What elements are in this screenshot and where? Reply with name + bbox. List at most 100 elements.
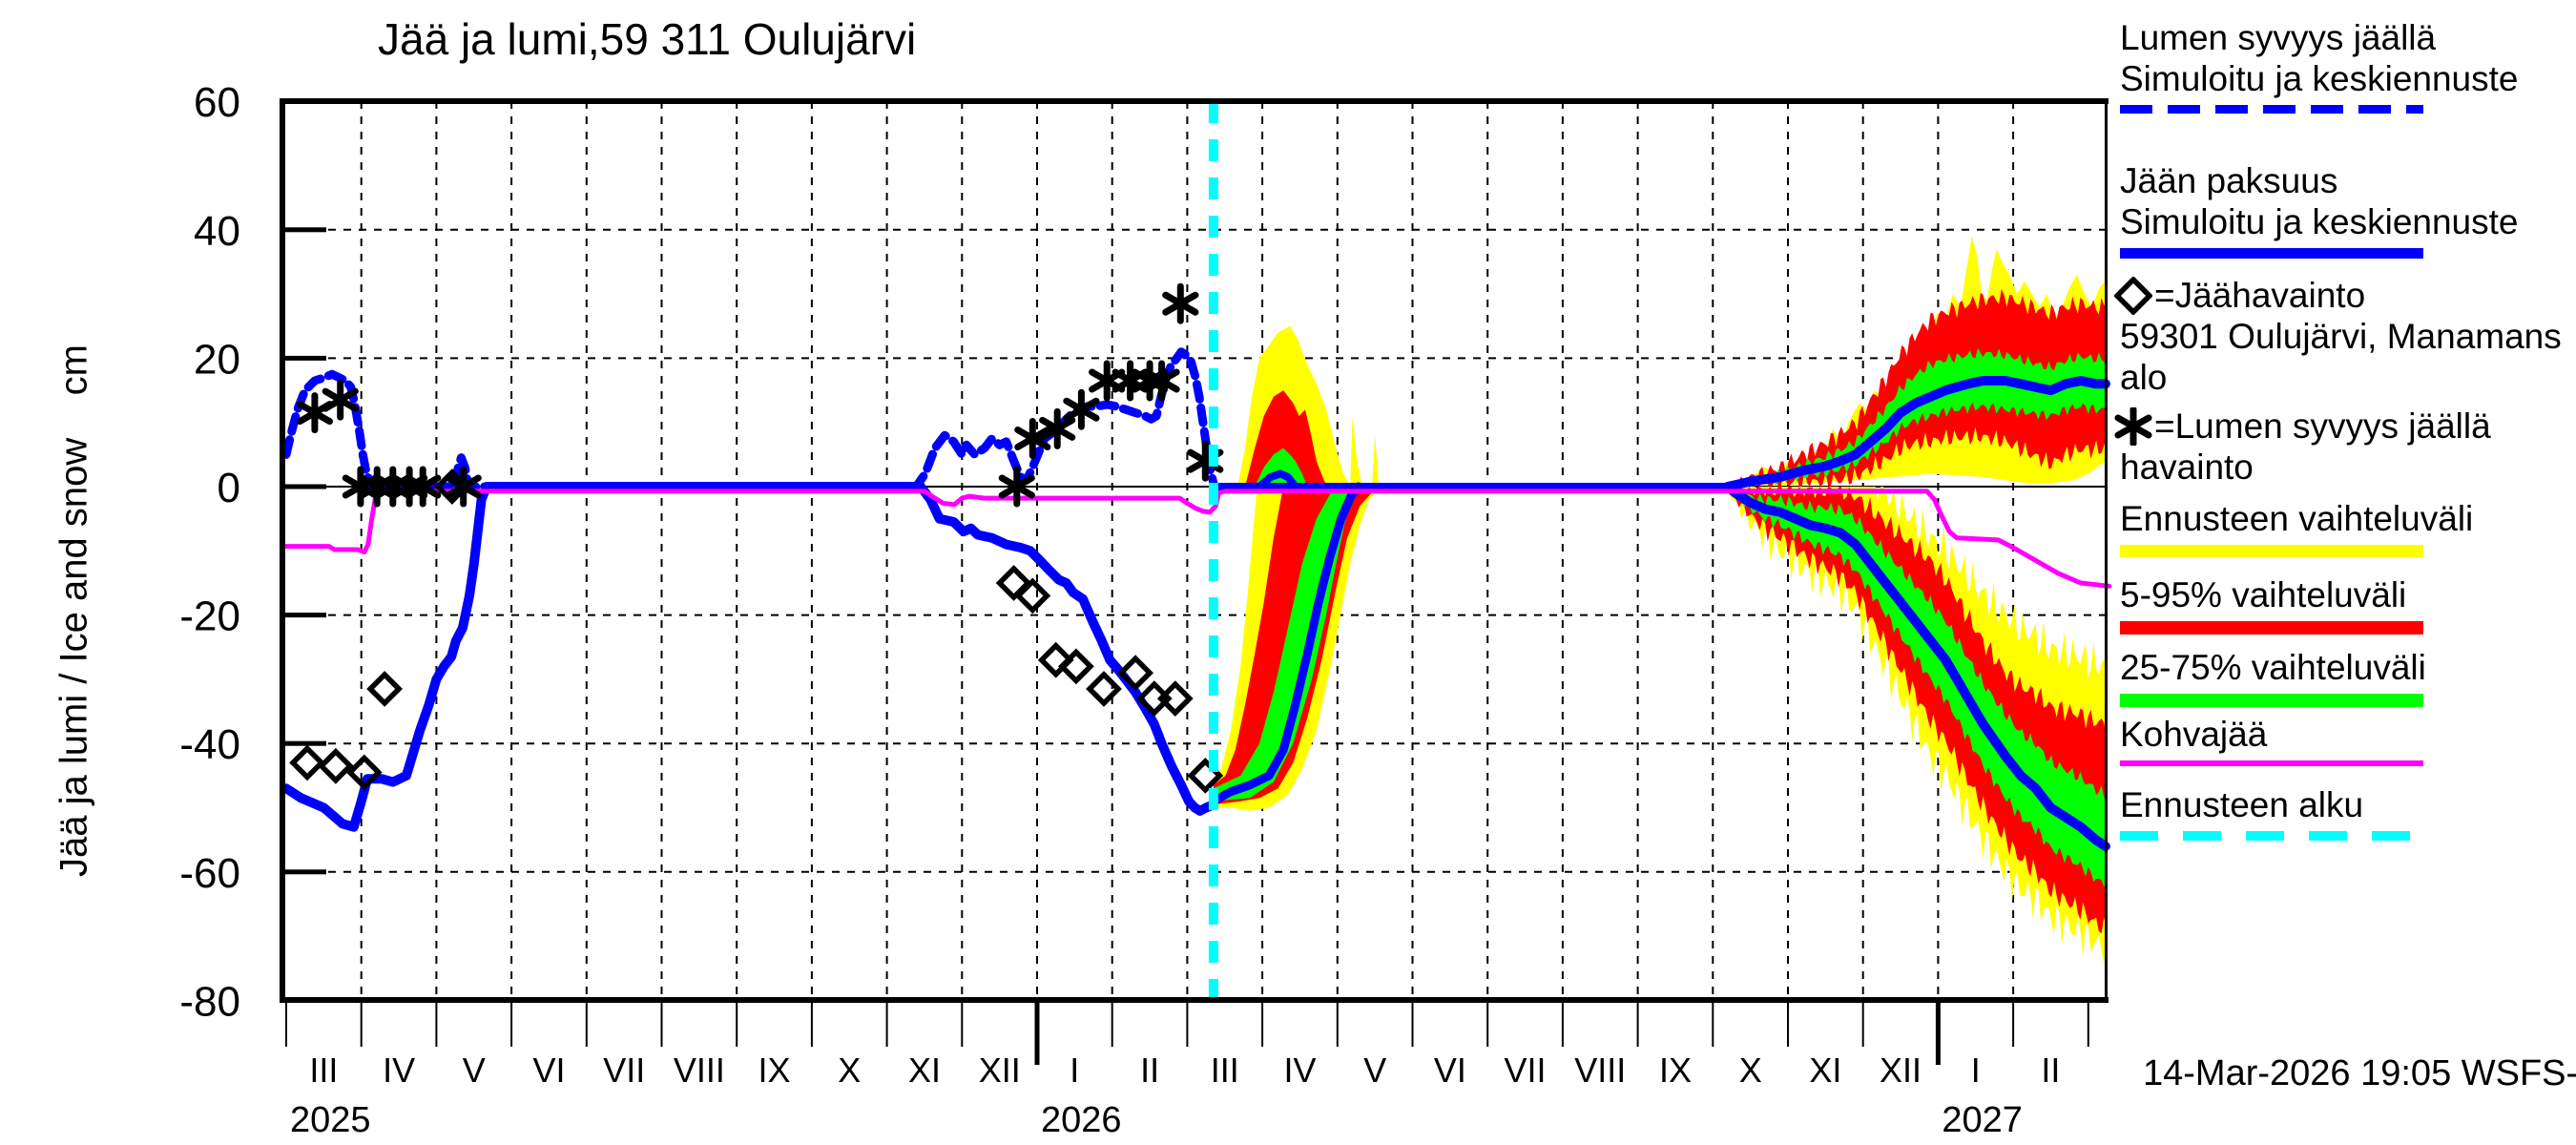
snow-observation-asterisk <box>1063 388 1100 430</box>
ice-observation-diamond <box>318 747 354 784</box>
legend-text: Jään paksuus <box>2120 161 2338 200</box>
x-month-label: III <box>1211 1051 1239 1090</box>
x-month-label: XII <box>1880 1051 1922 1090</box>
legend-item: Kohvajää <box>2120 714 2576 766</box>
y-tick-label: 0 <box>218 465 240 511</box>
legend-sample-yellow-bar <box>2120 545 2423 557</box>
y-tick-label: -80 <box>179 978 240 1025</box>
legend-text: Simuloitu ja keskiennuste <box>2120 202 2519 241</box>
x-month-label: VII <box>1504 1051 1546 1090</box>
axes-frame <box>280 98 2109 1065</box>
legend-text: =Lumen syvyys jäällä <box>2154 406 2491 446</box>
x-month-label: IV <box>1283 1051 1316 1090</box>
snow-observation-asterisk <box>445 466 482 508</box>
legend-sample-green-bar <box>2120 694 2423 707</box>
y-tick-label: 40 <box>194 208 240 255</box>
ice-observation-diamond <box>366 671 403 707</box>
x-year-label: 2025 <box>290 1100 371 1140</box>
forecast-median-lines <box>1209 376 2110 851</box>
chart-title: Jää ja lumi,59 311 Oulujärvi <box>378 14 917 64</box>
ice-observation-diamond <box>995 565 1032 601</box>
x-month-label: VI <box>532 1051 565 1090</box>
x-month-label: II <box>2041 1051 2060 1090</box>
x-month-label: III <box>309 1051 338 1090</box>
legend-text: Lumen syvyys jäällä <box>2120 18 2437 57</box>
ice-observation-diamond <box>345 754 383 791</box>
x-month-label: XII <box>979 1051 1021 1090</box>
x-month-label: X <box>1739 1051 1762 1090</box>
x-year-label: 2026 <box>1041 1100 1122 1140</box>
ice-observation-diamond <box>1117 655 1153 692</box>
x-month-label: IX <box>1659 1051 1692 1090</box>
ice-observation-diamond <box>1156 680 1194 717</box>
legend-item: Ennusteen alku <box>2120 784 2576 841</box>
observation-markers <box>289 282 1224 794</box>
y-tick-label: 60 <box>194 79 240 126</box>
ice-observation-diamond <box>1086 671 1122 707</box>
y-tick-label: -20 <box>179 593 240 640</box>
diamond-icon <box>2114 276 2152 315</box>
legend-item: Jään paksuus Simuloitu ja keskiennuste <box>2120 160 2576 259</box>
x-month-label: XI <box>908 1051 941 1090</box>
legend-text: Ennusteen alku <box>2120 785 2364 824</box>
snow-observation-asterisk <box>1089 360 1126 402</box>
legend-text: Ennusteen vaihteluväli <box>2120 499 2474 538</box>
legend-item: Ennusteen vaihteluväli <box>2120 498 2576 557</box>
legend-item: 5-95% vaihteluväli <box>2120 574 2576 635</box>
legend-item: =Lumen syvyys jäällä havainto <box>2114 406 2576 488</box>
snow-observation-asterisk <box>405 466 442 508</box>
timestamp: 14-Mar-2026 19:05 WSFS-P <box>2143 1053 2576 1093</box>
x-month-label: I <box>1971 1051 1981 1090</box>
legend-text: 25-75% vaihteluväli <box>2120 648 2426 687</box>
legend-sample-cyan-dashed <box>2120 831 2423 841</box>
x-month-label: V <box>1363 1051 1386 1090</box>
x-month-label: VIII <box>1574 1051 1626 1090</box>
snow-observation-asterisk <box>998 466 1035 508</box>
y-tick-label: -40 <box>179 721 240 768</box>
legend-sample-magenta-line <box>2120 760 2423 766</box>
x-month-label: II <box>1140 1051 1159 1090</box>
x-month-label: I <box>1070 1051 1079 1090</box>
snow-observation-asterisk <box>1014 418 1051 459</box>
x-month-label: VI <box>1434 1051 1466 1090</box>
ice-observation-diamond <box>289 744 325 781</box>
snow-observation-asterisk <box>1143 360 1180 402</box>
legend-text: alo <box>2120 358 2168 397</box>
legend-text: Simuloitu ja keskiennuste <box>2120 59 2519 98</box>
legend: Lumen syvyys jäällä Simuloitu ja keskienn… <box>2114 0 2576 954</box>
snow-observation-asterisk <box>1162 282 1199 324</box>
y-tick-label: -60 <box>179 850 240 897</box>
ice-observation-diamond <box>1058 648 1094 685</box>
legend-text: 5-95% vaihteluväli <box>2120 575 2407 614</box>
ice-observation-diamond <box>1014 577 1051 614</box>
legend-item: Lumen syvyys jäällä Simuloitu ja keskienn… <box>2120 17 2576 114</box>
legend-item: =Jäähavainto 59301 Oulujärvi, Manamans alo <box>2114 275 2576 398</box>
legend-item: 25-75% vaihteluväli <box>2120 647 2576 707</box>
x-month-label: IV <box>383 1051 415 1090</box>
snow-observation-asterisk <box>322 379 359 421</box>
x-month-label: X <box>838 1051 861 1090</box>
x-month-label: IX <box>758 1051 790 1090</box>
snow-observation-asterisk <box>1039 407 1076 449</box>
legend-sample-red-bar <box>2120 621 2423 635</box>
y-tick-label: 20 <box>194 336 240 383</box>
snow-observation-asterisk <box>1111 360 1149 402</box>
y-axis-label: Jää ja lumi / Ice and snow cm <box>52 344 95 878</box>
legend-sample-blue-dashed <box>2120 105 2423 114</box>
legend-text: =Jäähavainto <box>2154 276 2366 315</box>
x-year-label: 2027 <box>1942 1100 2023 1140</box>
simulated-lines <box>281 347 1218 832</box>
legend-sample-blue-solid <box>2120 248 2423 259</box>
x-month-label: VII <box>603 1051 645 1090</box>
legend-text: havainto <box>2120 448 2254 487</box>
x-month-label: VIII <box>674 1051 725 1090</box>
ice-observation-diamond <box>1037 641 1074 678</box>
x-month-label: XI <box>1809 1051 1841 1090</box>
x-month-label: V <box>463 1051 486 1090</box>
asterisk-icon <box>2114 406 2152 446</box>
legend-text: Kohvajää <box>2120 715 2268 754</box>
legend-text: 59301 Oulujärvi, Manamans <box>2120 317 2562 356</box>
